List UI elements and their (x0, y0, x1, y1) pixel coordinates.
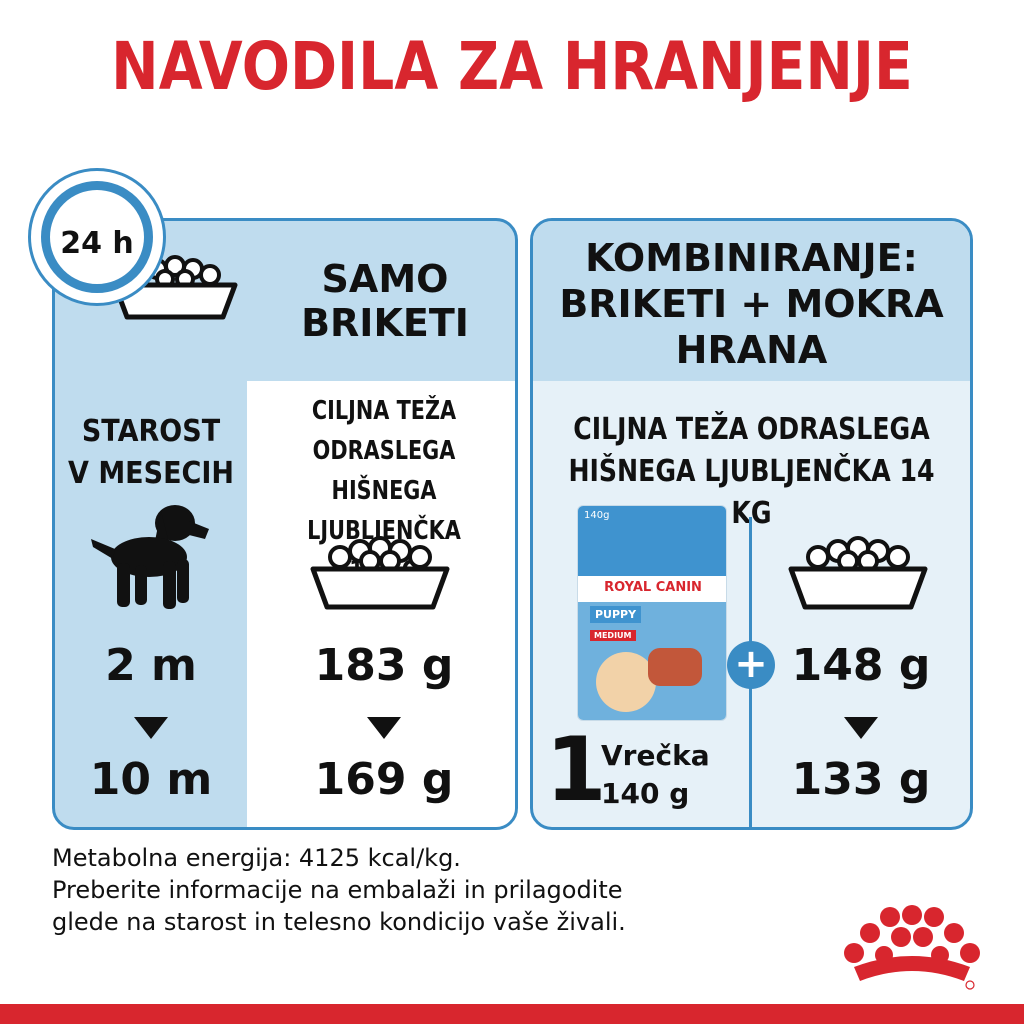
puppy-photo-icon (596, 652, 656, 712)
combined-target-weight-label: CILJNA TEŽA ODRASLEGA HIŠNEGA LJUBLJENČK… (568, 412, 935, 531)
down-arrow-icon (134, 717, 168, 739)
down-arrow-icon (844, 717, 878, 739)
combined-heading: KOMBINIRANJE: BRIKETI + MOKRA HRANA (559, 236, 944, 372)
combined-panel: KOMBINIRANJE: BRIKETI + MOKRA HRANA CILJ… (530, 218, 973, 830)
food-bowl-icon (788, 536, 928, 610)
food-chunks-icon (648, 648, 702, 686)
age-label: STAROST V MESECIH (68, 414, 234, 491)
age-end-value: 10 m (89, 754, 213, 805)
wet-food-pouch-image: 140g ROYAL CANIN PUPPY MEDIUM (577, 505, 727, 721)
down-arrow-icon (367, 717, 401, 739)
food-bowl-icon (310, 536, 450, 610)
puppy-icon (91, 505, 209, 609)
brand-label: ROYAL CANIN (578, 576, 726, 600)
bottom-brand-bar (0, 1004, 1024, 1024)
pouch-label: Vrečka 140 g (601, 739, 710, 810)
plus-icon: + (727, 641, 775, 689)
clock-icon: 24 h (28, 168, 166, 306)
age-start-value: 2 m (105, 640, 197, 691)
dry-only-start-value: 183 g (314, 640, 454, 691)
combined-dry-end-value: 133 g (791, 754, 931, 805)
footer-note: Metabolna energija: 4125 kcal/kg. Preber… (52, 844, 626, 936)
pouch-count: 1 (545, 718, 607, 821)
dry-only-end-value: 169 g (314, 754, 454, 805)
page-title: NAVODILA ZA HRANJENJE (111, 28, 913, 105)
combined-dry-start-value: 148 g (791, 640, 931, 691)
clock-label: 24 h (60, 226, 134, 261)
royal-canin-crown-logo (844, 905, 980, 990)
dry-only-panel: SAMO BRIKETI STAROST V MESECIH CILJNA TE… (52, 218, 518, 830)
dry-only-heading: SAMO BRIKETI (301, 257, 469, 345)
